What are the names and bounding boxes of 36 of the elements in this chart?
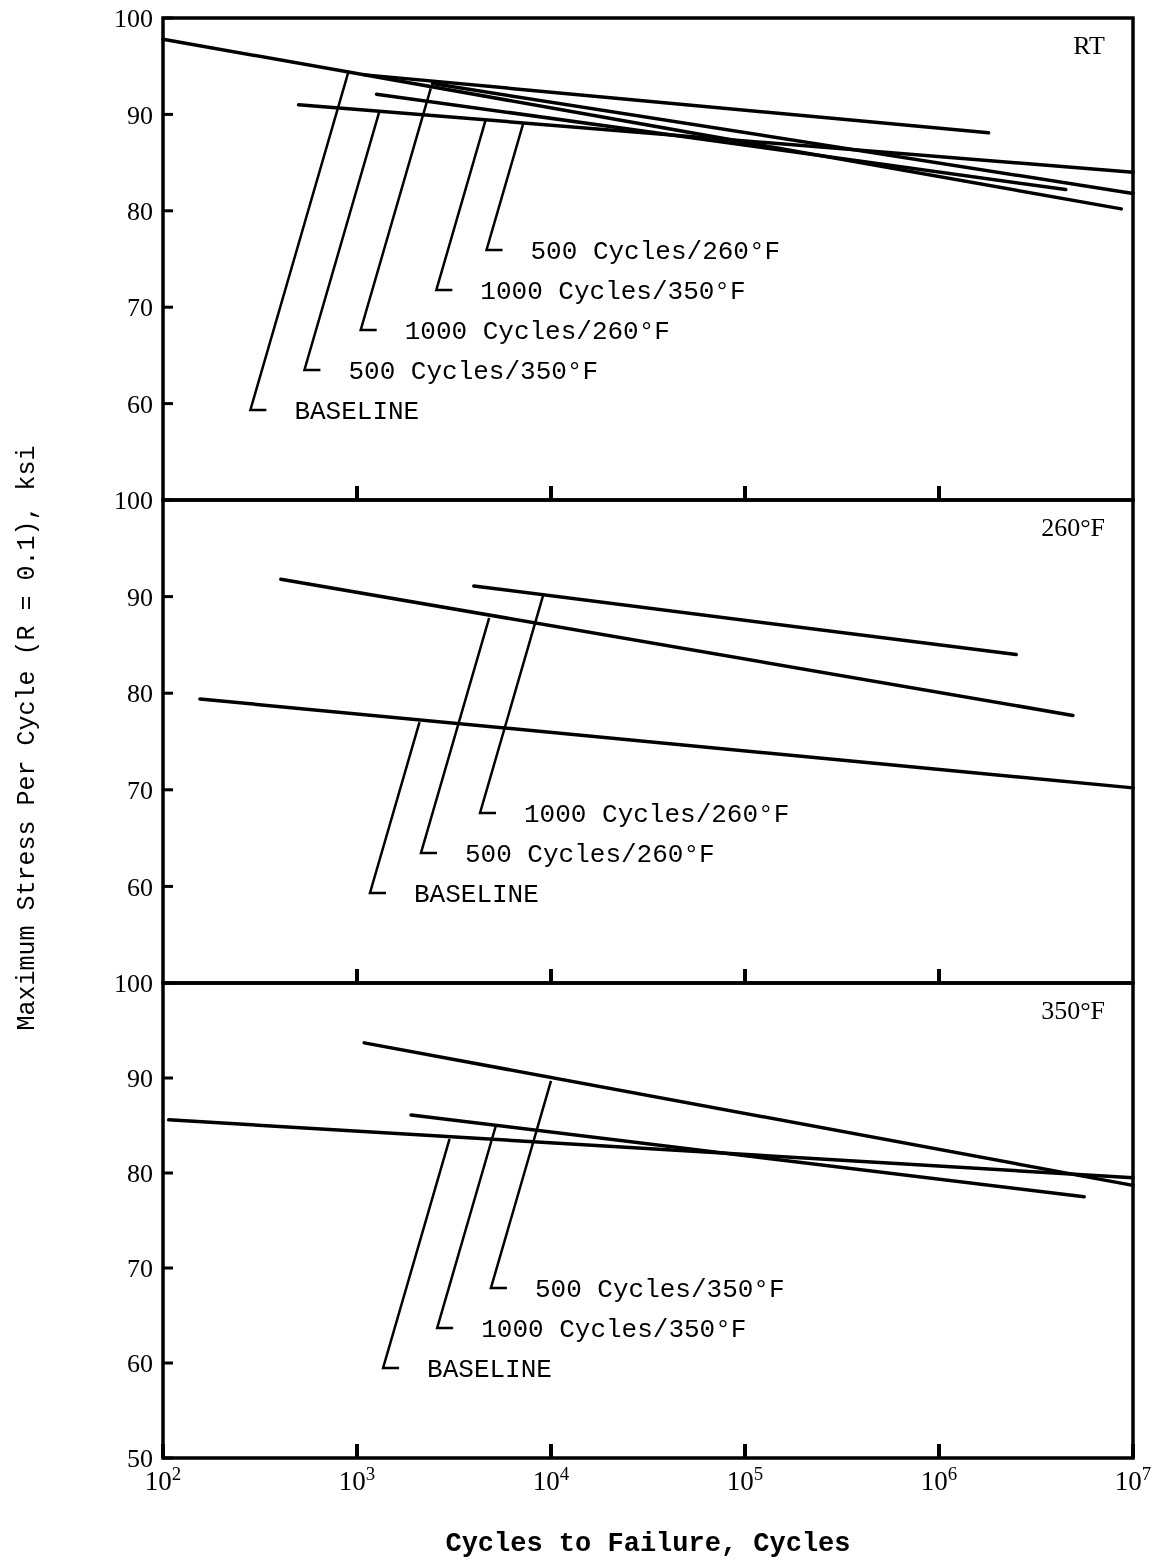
x-tick-label: 10$^{5}$ [726, 1462, 764, 1496]
y-tick-label: 80 [127, 679, 153, 709]
y-tick-label: 70 [127, 775, 153, 805]
text: 260°F [1041, 513, 1105, 542]
y-tick-label: 90 [127, 100, 153, 130]
annotation: BASELINE [427, 1355, 552, 1385]
y-tick-label: 100 [114, 969, 153, 999]
y-tick-label: 60 [127, 872, 153, 902]
y-tick-label: 80 [127, 196, 153, 226]
x-tick-label: 10$^{7}$ [1114, 1462, 1152, 1496]
annotation: 1000 Cycles/260°F [404, 317, 670, 347]
y-tick-label: 90 [127, 1064, 153, 1094]
annotation: 500 Cycles/260°F [464, 840, 715, 870]
y-tick-label: 80 [127, 1159, 153, 1189]
x-tick-label: 10$^{3}$ [338, 1462, 376, 1496]
y-tick-label: 100 [114, 486, 153, 516]
x-tick-label: 10$^{6}$ [920, 1462, 958, 1496]
annotation: 500 Cycles/350°F [534, 1275, 785, 1305]
x-tick-label: 10$^{4}$ [532, 1462, 570, 1496]
text: 350°F [1041, 996, 1105, 1025]
text: RT [1073, 31, 1106, 60]
y-tick-label: 100 [114, 4, 153, 34]
annotation: 1000 Cycles/350°F [480, 277, 746, 307]
annotation: BASELINE [413, 880, 539, 910]
y-tick-label: 70 [127, 1254, 153, 1284]
y-tick-label: 90 [127, 582, 153, 612]
annotation: 1000 Cycles/350°F [481, 1315, 747, 1345]
annotation: 500 Cycles/260°F [530, 237, 781, 267]
annotation: BASELINE [294, 397, 420, 427]
annotation: 1000 Cycles/260°F [524, 800, 790, 830]
y-tick-label: 70 [127, 293, 153, 323]
y-axis-title: Maximum Stress Per Cycle (R = 0.1), ksi [13, 445, 42, 1031]
x-axis-title: Cycles to Failure, Cycles [445, 1529, 851, 1559]
annotation: 500 Cycles/350°F [348, 357, 599, 387]
y-tick-label: 60 [127, 389, 153, 419]
y-tick-label: 60 [127, 1349, 153, 1379]
